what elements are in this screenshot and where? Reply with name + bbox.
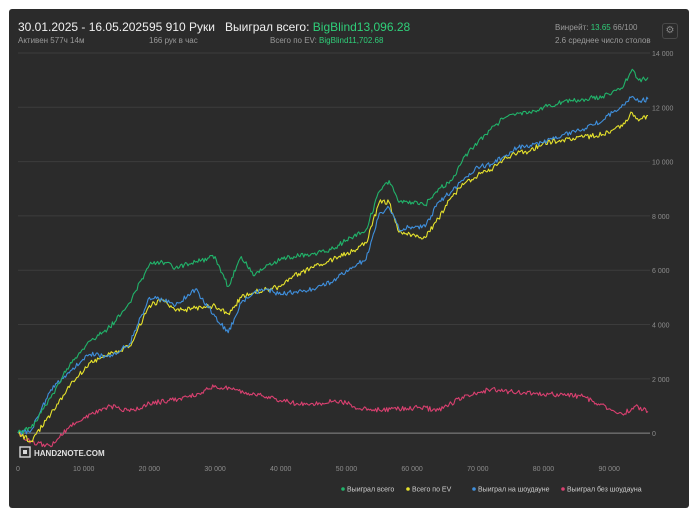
hands-per-hour: 166 рук в час xyxy=(149,36,198,45)
winrate-label: Винрейт: xyxy=(555,23,589,32)
series-line xyxy=(17,68,649,435)
x-tick-label: 10 000 xyxy=(73,466,95,473)
legend-label[interactable]: Всего по EV xyxy=(412,487,452,494)
hands-count: 95 910 Руки xyxy=(149,20,215,34)
y-tick-label: 4 000 xyxy=(652,323,670,330)
x-tick-label: 90 000 xyxy=(598,466,620,473)
y-tick-label: 12 000 xyxy=(652,105,674,112)
ev-total: Всего по EV: BigBlind11,702.68 xyxy=(270,36,383,45)
ev-total-value: BigBlind11,702.68 xyxy=(319,36,384,45)
legend: Выиграл всего Всего по EV Выиграл на шоуда… xyxy=(341,486,642,494)
y-tick-label: 10 000 xyxy=(652,160,674,167)
logo-square xyxy=(19,446,31,458)
series-line xyxy=(17,384,649,448)
x-tick-label: 40 000 xyxy=(270,466,292,473)
won-total-label: Выиграл всего: xyxy=(225,20,310,34)
logo-text: HAND2NOTE.COM xyxy=(34,449,105,458)
x-tick-label: 60 000 xyxy=(401,466,423,473)
legend-marker xyxy=(472,487,476,491)
legend-marker xyxy=(561,487,565,491)
x-tick-label: 0 xyxy=(16,466,20,473)
settings-gear-icon[interactable]: ⚙ xyxy=(662,23,678,39)
legend-label[interactable]: Выиграл на шоудауне xyxy=(478,487,550,494)
y-tick-label: 2 000 xyxy=(652,377,670,384)
series-line xyxy=(17,95,649,435)
hand2note-logo: HAND2NOTE.COM xyxy=(19,446,105,458)
legend-label[interactable]: Выиграл без шоудауна xyxy=(567,486,642,494)
x-tick-label: 70 000 xyxy=(467,466,489,473)
won-total: Выиграл всего: BigBlind13,096.28 xyxy=(225,20,410,34)
x-tick-label: 30 000 xyxy=(204,466,226,473)
x-tick-label: 50 000 xyxy=(336,466,358,473)
tick-labels: 0 2 000 4 000 6 000 8 000 10 000 12 000 14 000 0… xyxy=(16,51,673,473)
grid xyxy=(18,52,650,434)
y-tick-label: 8 000 xyxy=(652,214,670,221)
active-time: Активен 577ч 14м xyxy=(18,36,85,45)
legend-marker xyxy=(341,487,345,491)
x-tick-label: 80 000 xyxy=(533,466,555,473)
y-tick-label: 6 000 xyxy=(652,268,670,275)
legend-marker xyxy=(406,487,410,491)
winrate: Винрейт: 13.65 66/100 xyxy=(555,23,637,32)
graph-panel: 30.01.2025 - 16.05.2025 Активен 577ч 14м… xyxy=(9,9,689,508)
winrate-value: 13.65 xyxy=(590,23,611,32)
x-tick-label: 20 000 xyxy=(139,466,161,473)
y-tick-label: 0 xyxy=(652,431,656,438)
series xyxy=(17,68,649,448)
winrate-suffix: 66/100 xyxy=(612,23,638,32)
won-total-value: BigBlind13,096.28 xyxy=(312,20,411,34)
ev-total-label: Всего по EV: xyxy=(270,36,317,45)
logo-square-inner xyxy=(23,450,27,454)
date-range[interactable]: 30.01.2025 - 16.05.2025 xyxy=(18,20,149,34)
avg-tables: 2.6 среднее число столов xyxy=(555,36,651,45)
bankroll-chart: 0 2 000 4 000 6 000 8 000 10 000 12 000 14 000 0… xyxy=(16,51,673,494)
y-tick-label: 14 000 xyxy=(652,51,674,58)
legend-label[interactable]: Выиграл всего xyxy=(347,487,394,494)
